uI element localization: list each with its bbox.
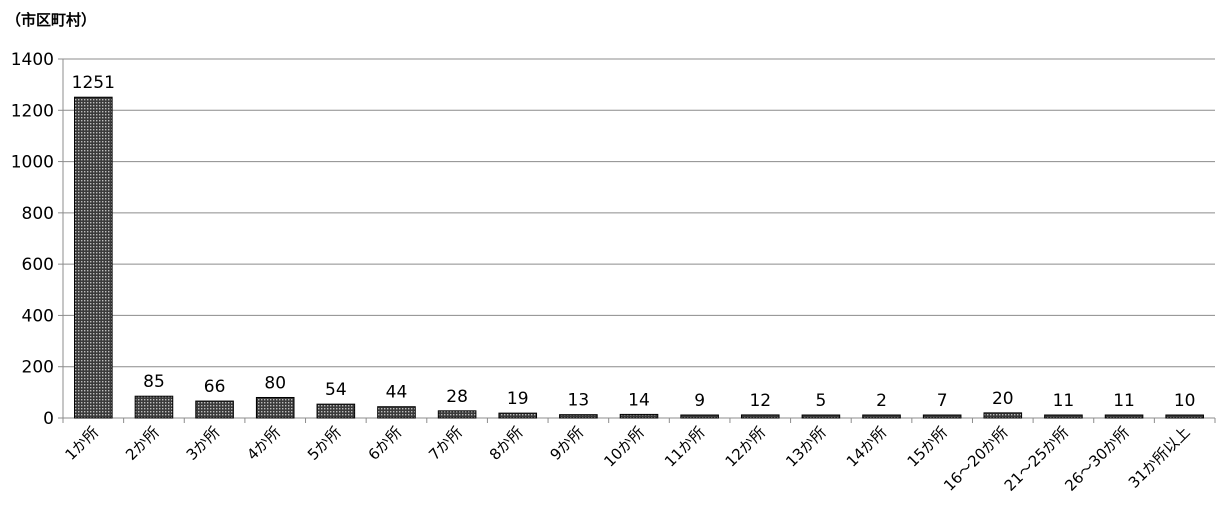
x-tick-label: 6か所: [365, 423, 406, 464]
bar: [437, 410, 477, 419]
data-label: 1251: [72, 73, 115, 93]
data-label: 44: [386, 383, 408, 403]
data-label: 28: [446, 387, 468, 407]
x-tick-label: 8か所: [486, 423, 527, 464]
bar: [1044, 414, 1083, 419]
x-tick-label: 26～30か所: [1061, 423, 1133, 495]
bar: [498, 412, 538, 419]
x-tick-label: 9か所: [547, 423, 588, 464]
data-label: 19: [507, 389, 529, 409]
data-label: 10: [1174, 391, 1196, 411]
x-tick-label: 7か所: [425, 423, 466, 464]
data-label: 85: [143, 372, 165, 392]
x-tick-label: 31か所以上: [1125, 423, 1194, 492]
y-tick-label: 1200: [11, 101, 54, 121]
bar: [740, 414, 780, 419]
data-label: 5: [815, 391, 826, 411]
x-tick-label: 11か所: [661, 423, 708, 470]
data-label: 80: [264, 373, 286, 393]
data-labels: 1251 85 66 80 54 44 28 19 13 14 9 12 5 2 7 20 11 11 10: [72, 73, 1196, 411]
bar: [559, 414, 598, 419]
data-label: 11: [1053, 391, 1075, 411]
x-tick-label: 2か所: [122, 423, 163, 464]
bar: [74, 96, 113, 419]
x-tick-label: 4か所: [243, 423, 284, 464]
bar: [195, 400, 234, 419]
data-label: 7: [937, 391, 948, 411]
bar: [134, 395, 174, 419]
x-tick-label: 21～25か所: [1001, 423, 1073, 495]
y-tick-label: 800: [22, 204, 54, 224]
data-label: 66: [204, 377, 226, 397]
x-tick-label: 15か所: [904, 423, 951, 470]
data-label: 54: [325, 380, 347, 400]
x-tick-label: 5か所: [304, 423, 345, 464]
x-tick-label: 12か所: [722, 423, 769, 470]
bar: [862, 414, 901, 419]
y-tick-label: 600: [22, 255, 54, 275]
bar: [1165, 414, 1204, 419]
x-tick-label: 1か所: [61, 423, 102, 464]
data-label: 9: [694, 391, 705, 411]
data-label: 13: [568, 391, 590, 411]
x-tick-label: 3か所: [183, 423, 224, 464]
bar: [255, 396, 295, 419]
bar: [983, 412, 1023, 419]
y-tick-label: 400: [22, 306, 54, 326]
bar: [1104, 414, 1144, 419]
data-label: 14: [628, 390, 650, 410]
x-tick-label: 10か所: [600, 423, 647, 470]
bar: [377, 406, 416, 419]
x-tick-labels: 1か所 2か所 3か所 4か所 5か所 6か所 7か所 8か所 9か所 10か所 11か所 12か所 1…: [61, 423, 1193, 495]
bar: [801, 414, 841, 419]
axes: [58, 58, 1216, 423]
y-tick-label: 1000: [11, 153, 54, 173]
x-tick-label: 16～20か所: [940, 423, 1012, 495]
data-label: 12: [749, 391, 771, 411]
y-tick-label: 0: [43, 409, 54, 429]
bar: [619, 413, 659, 419]
bar: [922, 414, 962, 419]
y-tick-label: 1400: [11, 50, 54, 70]
data-label: 11: [1113, 391, 1135, 411]
y-axis-unit-label: （市区町村）: [6, 11, 97, 29]
gridlines: [63, 58, 1215, 368]
data-label: 2: [876, 391, 887, 411]
x-tick-label: 14か所: [843, 423, 890, 470]
bar: [680, 414, 719, 419]
bar: [316, 403, 356, 419]
y-tick-label: 200: [22, 358, 54, 378]
bars: [74, 96, 1204, 419]
y-tick-labels: 0 200 400 600 800 1000 1200 1400: [11, 50, 54, 429]
data-label: 20: [992, 389, 1014, 409]
x-tick-label: 13か所: [782, 423, 829, 470]
